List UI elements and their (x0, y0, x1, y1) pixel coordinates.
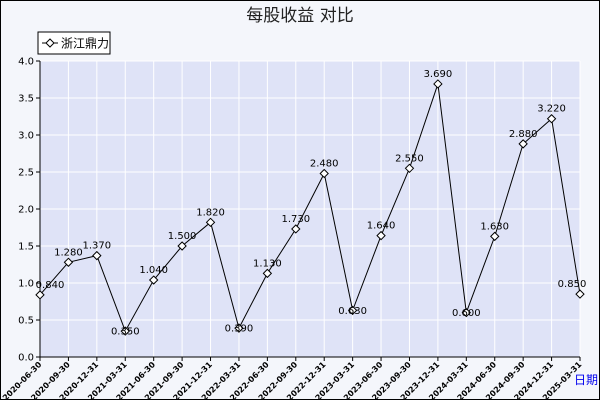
series-line (39, 83, 581, 333)
data-point (404, 163, 415, 174)
data-label: 2.550 (395, 153, 424, 164)
y-tick-label: 4.0 (18, 57, 34, 68)
data-label: 1.730 (281, 214, 310, 225)
series-line-group (35, 79, 585, 336)
data-point (205, 217, 216, 228)
y-tick-label: 1.0 (18, 279, 34, 290)
data-label: 1.040 (139, 265, 168, 276)
data-label: 1.500 (168, 231, 197, 242)
legend-label: 浙江鼎力 (61, 37, 109, 51)
data-point (319, 168, 329, 179)
data-point (177, 241, 187, 251)
y-tick-label: 2.0 (18, 205, 34, 216)
data-label: 3.690 (424, 69, 453, 80)
data-point (347, 305, 358, 316)
data-label: 2.880 (509, 129, 538, 140)
y-tick-label: 2.5 (18, 168, 34, 179)
legend: 浙江鼎力 (37, 31, 111, 55)
data-label: 1.280 (54, 247, 83, 258)
data-point (291, 224, 301, 234)
data-point (63, 257, 74, 267)
legend-marker-icon (45, 38, 55, 48)
data-point (490, 231, 500, 242)
axes (36, 60, 581, 361)
data-label: 0.840 (36, 280, 65, 291)
data-label: 1.630 (480, 221, 509, 232)
y-tick-label: 1.5 (18, 242, 34, 253)
data-point (148, 275, 159, 285)
y-tick-label: 3.5 (18, 94, 34, 105)
y-tick-label: 0.5 (18, 316, 34, 327)
x-tick-labels: 2020-06-302020-09-302020-12-312021-03-31… (1, 360, 584, 400)
data-label: 0.350 (111, 327, 140, 338)
data-point (461, 307, 472, 318)
y-tick-label: 3.0 (18, 131, 34, 142)
data-point (575, 289, 585, 299)
data-label: 0.850 (558, 279, 587, 290)
y-tick-labels: 0.0 0.5 1.0 1.5 2.0 2.5 3.0 3.5 4.0 (18, 57, 34, 364)
data-label: 2.480 (310, 158, 339, 169)
data-point (35, 290, 45, 300)
data-point (518, 139, 528, 149)
legend-box (37, 31, 111, 55)
date-link[interactable]: 日期 (574, 373, 598, 387)
data-point (234, 323, 244, 333)
data-label: 0.390 (225, 324, 254, 335)
data-label: 1.130 (253, 258, 282, 269)
data-point (376, 230, 386, 241)
data-label: 1.640 (367, 221, 396, 232)
data-label: 0.600 (452, 308, 481, 319)
data-label: 1.820 (196, 207, 225, 218)
data-label: 3.220 (537, 104, 566, 115)
data-point (546, 114, 557, 124)
data-label: 0.630 (338, 306, 367, 317)
data-label: 1.370 (83, 241, 112, 252)
chart-title: 每股收益 对比 (246, 6, 353, 26)
data-point (120, 326, 130, 336)
data-point (262, 268, 273, 279)
data-point (433, 79, 443, 89)
y-tick-label: 0.0 (18, 353, 34, 364)
data-point (92, 250, 102, 261)
grid-lines (39, 60, 581, 358)
